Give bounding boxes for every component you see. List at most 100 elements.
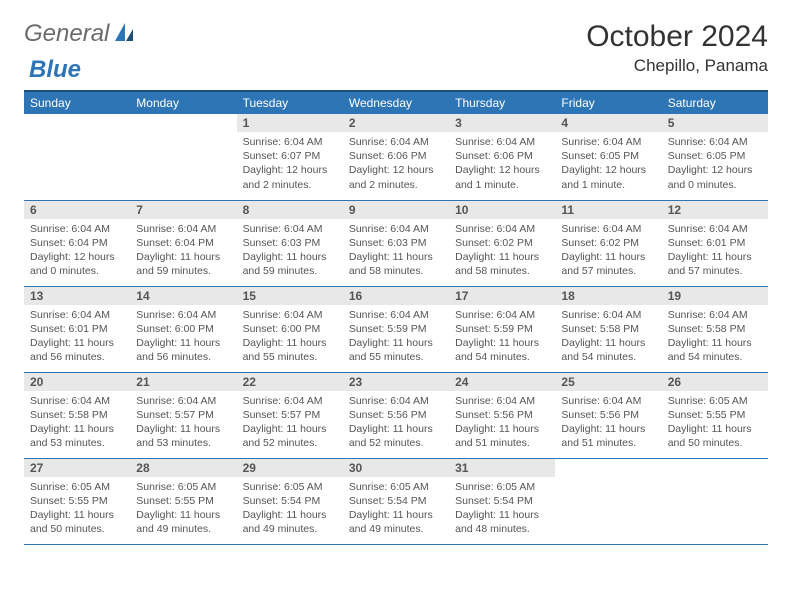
sunrise-text: Sunrise: 6:05 AM bbox=[30, 480, 124, 494]
daylight-text: Daylight: 11 hours and 51 minutes. bbox=[455, 422, 549, 450]
sunrise-text: Sunrise: 6:04 AM bbox=[668, 135, 762, 149]
sunrise-text: Sunrise: 6:04 AM bbox=[30, 394, 124, 408]
daylight-text: Daylight: 11 hours and 49 minutes. bbox=[243, 508, 337, 536]
calendar-cell: 27Sunrise: 6:05 AMSunset: 5:55 PMDayligh… bbox=[24, 458, 130, 544]
calendar-cell: 31Sunrise: 6:05 AMSunset: 5:54 PMDayligh… bbox=[449, 458, 555, 544]
calendar-cell: 12Sunrise: 6:04 AMSunset: 6:01 PMDayligh… bbox=[662, 200, 768, 286]
logo-sail-icon bbox=[113, 21, 135, 48]
calendar-week: 1Sunrise: 6:04 AMSunset: 6:07 PMDaylight… bbox=[24, 114, 768, 200]
sunset-text: Sunset: 6:01 PM bbox=[668, 236, 762, 250]
daylight-text: Daylight: 11 hours and 56 minutes. bbox=[136, 336, 230, 364]
sunrise-text: Sunrise: 6:04 AM bbox=[455, 394, 549, 408]
daylight-text: Daylight: 11 hours and 53 minutes. bbox=[136, 422, 230, 450]
day-number: 20 bbox=[24, 373, 130, 391]
daylight-text: Daylight: 12 hours and 1 minute. bbox=[561, 163, 655, 191]
sunrise-text: Sunrise: 6:04 AM bbox=[455, 135, 549, 149]
day-number: 27 bbox=[24, 459, 130, 477]
day-body: Sunrise: 6:05 AMSunset: 5:55 PMDaylight:… bbox=[130, 477, 236, 539]
day-number: 15 bbox=[237, 287, 343, 305]
day-number: 19 bbox=[662, 287, 768, 305]
sunset-text: Sunset: 5:54 PM bbox=[243, 494, 337, 508]
day-number: 7 bbox=[130, 201, 236, 219]
calendar-cell: 13Sunrise: 6:04 AMSunset: 6:01 PMDayligh… bbox=[24, 286, 130, 372]
day-body: Sunrise: 6:05 AMSunset: 5:54 PMDaylight:… bbox=[343, 477, 449, 539]
calendar-header: SundayMondayTuesdayWednesdayThursdayFrid… bbox=[24, 91, 768, 114]
logo: General bbox=[24, 20, 137, 48]
day-body: Sunrise: 6:04 AMSunset: 6:01 PMDaylight:… bbox=[24, 305, 130, 367]
day-number: 29 bbox=[237, 459, 343, 477]
day-body: Sunrise: 6:04 AMSunset: 6:05 PMDaylight:… bbox=[555, 132, 661, 194]
sunrise-text: Sunrise: 6:04 AM bbox=[30, 308, 124, 322]
sunset-text: Sunset: 6:05 PM bbox=[561, 149, 655, 163]
sunset-text: Sunset: 6:03 PM bbox=[243, 236, 337, 250]
calendar-cell: 14Sunrise: 6:04 AMSunset: 6:00 PMDayligh… bbox=[130, 286, 236, 372]
daylight-text: Daylight: 12 hours and 0 minutes. bbox=[668, 163, 762, 191]
day-number: 30 bbox=[343, 459, 449, 477]
calendar-cell: 16Sunrise: 6:04 AMSunset: 5:59 PMDayligh… bbox=[343, 286, 449, 372]
calendar-week: 27Sunrise: 6:05 AMSunset: 5:55 PMDayligh… bbox=[24, 458, 768, 544]
sunset-text: Sunset: 6:00 PM bbox=[243, 322, 337, 336]
day-body: Sunrise: 6:04 AMSunset: 5:58 PMDaylight:… bbox=[24, 391, 130, 453]
sunset-text: Sunset: 6:04 PM bbox=[136, 236, 230, 250]
sunrise-text: Sunrise: 6:04 AM bbox=[349, 394, 443, 408]
sunrise-text: Sunrise: 6:04 AM bbox=[243, 222, 337, 236]
weekday-header: Friday bbox=[555, 91, 661, 114]
location-label: Chepillo, Panama bbox=[586, 56, 768, 76]
day-body: Sunrise: 6:04 AMSunset: 5:59 PMDaylight:… bbox=[343, 305, 449, 367]
calendar-cell: 23Sunrise: 6:04 AMSunset: 5:56 PMDayligh… bbox=[343, 372, 449, 458]
weekday-header: Thursday bbox=[449, 91, 555, 114]
sunset-text: Sunset: 6:02 PM bbox=[561, 236, 655, 250]
day-body: Sunrise: 6:04 AMSunset: 6:07 PMDaylight:… bbox=[237, 132, 343, 194]
calendar-cell: 1Sunrise: 6:04 AMSunset: 6:07 PMDaylight… bbox=[237, 114, 343, 200]
calendar-cell: 29Sunrise: 6:05 AMSunset: 5:54 PMDayligh… bbox=[237, 458, 343, 544]
sunset-text: Sunset: 6:01 PM bbox=[30, 322, 124, 336]
daylight-text: Daylight: 11 hours and 54 minutes. bbox=[561, 336, 655, 364]
day-body: Sunrise: 6:04 AMSunset: 6:02 PMDaylight:… bbox=[449, 219, 555, 281]
sunrise-text: Sunrise: 6:05 AM bbox=[136, 480, 230, 494]
daylight-text: Daylight: 11 hours and 59 minutes. bbox=[136, 250, 230, 278]
day-number: 23 bbox=[343, 373, 449, 391]
calendar-cell: 20Sunrise: 6:04 AMSunset: 5:58 PMDayligh… bbox=[24, 372, 130, 458]
sunrise-text: Sunrise: 6:04 AM bbox=[561, 394, 655, 408]
calendar-cell: 11Sunrise: 6:04 AMSunset: 6:02 PMDayligh… bbox=[555, 200, 661, 286]
calendar-cell: 10Sunrise: 6:04 AMSunset: 6:02 PMDayligh… bbox=[449, 200, 555, 286]
logo-text-general: General bbox=[24, 20, 109, 48]
sunset-text: Sunset: 6:00 PM bbox=[136, 322, 230, 336]
month-title: October 2024 bbox=[586, 20, 768, 54]
sunset-text: Sunset: 5:55 PM bbox=[136, 494, 230, 508]
sunset-text: Sunset: 6:05 PM bbox=[668, 149, 762, 163]
daylight-text: Daylight: 12 hours and 0 minutes. bbox=[30, 250, 124, 278]
calendar-cell: 7Sunrise: 6:04 AMSunset: 6:04 PMDaylight… bbox=[130, 200, 236, 286]
daylight-text: Daylight: 11 hours and 57 minutes. bbox=[668, 250, 762, 278]
sunset-text: Sunset: 5:58 PM bbox=[30, 408, 124, 422]
calendar-cell bbox=[24, 114, 130, 200]
daylight-text: Daylight: 11 hours and 51 minutes. bbox=[561, 422, 655, 450]
title-block: October 2024 Chepillo, Panama bbox=[586, 20, 768, 76]
day-body: Sunrise: 6:05 AMSunset: 5:54 PMDaylight:… bbox=[237, 477, 343, 539]
calendar-cell: 3Sunrise: 6:04 AMSunset: 6:06 PMDaylight… bbox=[449, 114, 555, 200]
day-number: 21 bbox=[130, 373, 236, 391]
day-number: 24 bbox=[449, 373, 555, 391]
sunset-text: Sunset: 5:56 PM bbox=[455, 408, 549, 422]
sunset-text: Sunset: 5:56 PM bbox=[349, 408, 443, 422]
daylight-text: Daylight: 11 hours and 49 minutes. bbox=[136, 508, 230, 536]
day-number: 5 bbox=[662, 114, 768, 132]
day-number: 25 bbox=[555, 373, 661, 391]
sunset-text: Sunset: 5:55 PM bbox=[30, 494, 124, 508]
sunrise-text: Sunrise: 6:04 AM bbox=[243, 394, 337, 408]
calendar-table: SundayMondayTuesdayWednesdayThursdayFrid… bbox=[24, 90, 768, 545]
calendar-cell: 18Sunrise: 6:04 AMSunset: 5:58 PMDayligh… bbox=[555, 286, 661, 372]
calendar-cell: 9Sunrise: 6:04 AMSunset: 6:03 PMDaylight… bbox=[343, 200, 449, 286]
daylight-text: Daylight: 11 hours and 49 minutes. bbox=[349, 508, 443, 536]
calendar-cell: 5 Sunrise: 6:04 AMSunset: 6:05 PMDaylight… bbox=[662, 114, 768, 200]
daylight-text: Daylight: 12 hours and 1 minute. bbox=[455, 163, 549, 191]
sunrise-text: Sunrise: 6:04 AM bbox=[136, 394, 230, 408]
day-body: Sunrise: 6:05 AMSunset: 5:55 PMDaylight:… bbox=[662, 391, 768, 453]
sunset-text: Sunset: 5:58 PM bbox=[561, 322, 655, 336]
sunrise-text: Sunrise: 6:04 AM bbox=[349, 308, 443, 322]
day-body: Sunrise: 6:04 AMSunset: 5:58 PMDaylight:… bbox=[555, 305, 661, 367]
sunset-text: Sunset: 6:02 PM bbox=[455, 236, 549, 250]
calendar-cell: 24 Sunrise: 6:04 AMSunset: 5:56 PMDayligh… bbox=[449, 372, 555, 458]
day-body: Sunrise: 6:04 AMSunset: 5:58 PMDaylight:… bbox=[662, 305, 768, 367]
sunset-text: Sunset: 5:59 PM bbox=[455, 322, 549, 336]
